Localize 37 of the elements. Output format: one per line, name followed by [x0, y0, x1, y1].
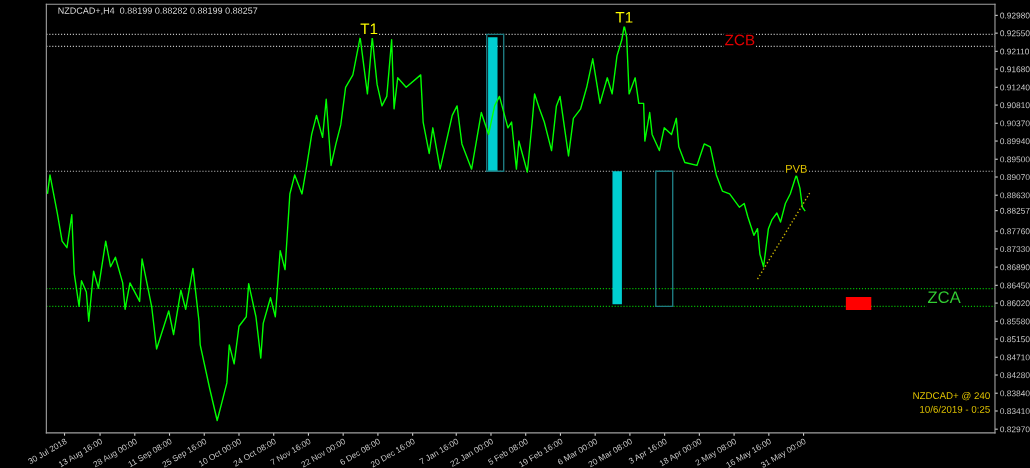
y-tick-label: 0.92980	[1000, 12, 1030, 19]
y-tick-label: 0.85580	[1000, 318, 1030, 325]
y-tick-label: 0.86890	[1000, 264, 1030, 271]
annotation: PVB	[786, 164, 807, 173]
y-tick-label: 0.88257	[1000, 207, 1030, 214]
bar	[655, 170, 674, 308]
y-tick-label: 0.86450	[1000, 282, 1030, 289]
y-tick-label: 0.90810	[1000, 102, 1030, 109]
y-tick-label: 0.92110	[1000, 48, 1030, 55]
y-tick-label: 0.83410	[1000, 408, 1030, 415]
annotation: T1	[615, 12, 633, 23]
y-tick-label: 0.85150	[1000, 336, 1030, 343]
y-tick-label: 0.92550	[1000, 30, 1030, 37]
y-tick-label: 0.86020	[1000, 300, 1030, 307]
y-tick-label: 0.90370	[1000, 120, 1030, 127]
y-tick-label: 0.87760	[1000, 228, 1030, 235]
y-tick-label: 0.84710	[1000, 354, 1030, 361]
annotation: T1	[360, 23, 378, 35]
bar	[486, 33, 505, 172]
annotation: 10/6/2019 - 0:25	[920, 405, 990, 413]
y-tick-label: 0.82970	[1000, 426, 1030, 433]
annotation: NZDCAD+ @ 240	[913, 391, 990, 401]
y-tick-label: 0.83840	[1000, 390, 1030, 397]
y-tick-label: 0.87330	[1000, 246, 1030, 253]
y-tick-label: 0.89940	[1000, 138, 1030, 145]
bar	[845, 296, 872, 311]
line-series	[46, 25, 806, 422]
y-tick-label: 0.88630	[1000, 192, 1030, 199]
y-tick-label: 0.91680	[1000, 66, 1030, 73]
annotation: ZCB	[725, 34, 755, 46]
y-tick-label: 0.84280	[1000, 372, 1030, 379]
y-tick-label: 0.89070	[1000, 174, 1030, 181]
annotation: ZCA	[927, 291, 961, 304]
bar	[612, 171, 622, 305]
chart-title: NZDCAD+,H4 0.88199 0.88282 0.88199 0.88257	[58, 7, 258, 15]
y-tick-label: 0.91240	[1000, 84, 1030, 91]
y-tick-label: 0.89500	[1000, 156, 1030, 163]
